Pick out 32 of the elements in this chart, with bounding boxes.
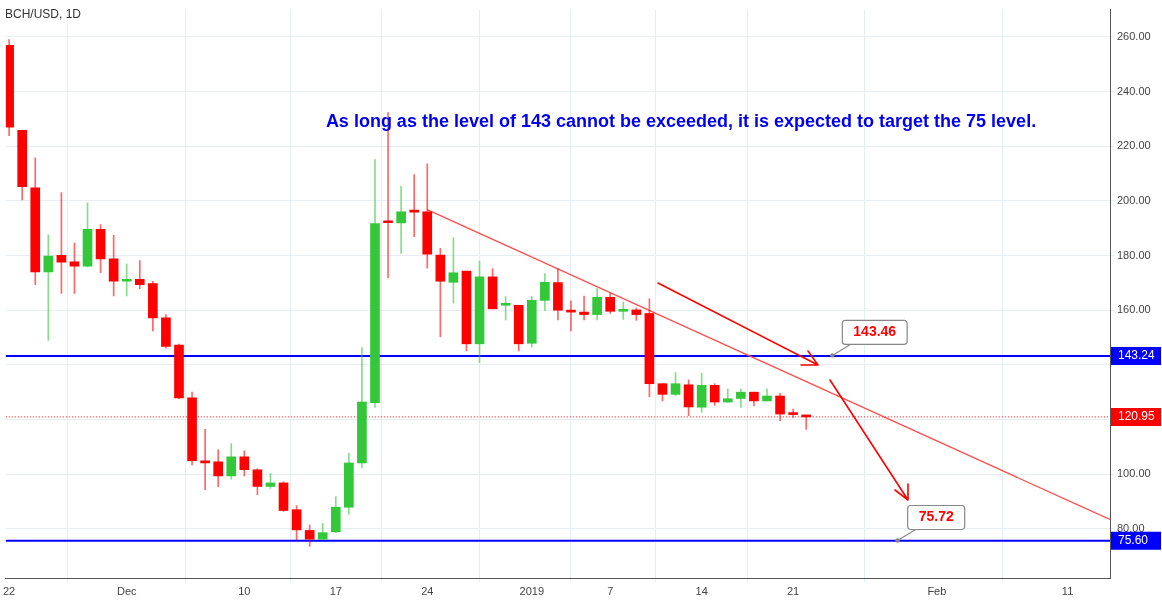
chart-title: BCH/USD, 1D <box>5 7 82 22</box>
y-tick-label: 180.00 <box>1117 248 1151 261</box>
candlestick <box>43 234 54 341</box>
x-tick-label: 22 <box>2 584 16 597</box>
x-tick-label: 7 <box>607 584 614 597</box>
x-tick-label: 14 <box>695 584 708 597</box>
annotation: As long as the level of 143 cannot be exceeded, it is expected to target the 75 level. <box>325 110 1037 131</box>
y-tick-label: 220.00 <box>1117 139 1151 152</box>
candlestick <box>134 260 145 289</box>
candlestick <box>396 185 406 254</box>
y-tick-label: 80.00 <box>1117 521 1145 534</box>
ref-line-label: 143.24 <box>1118 348 1156 363</box>
x-tick-label: 11 <box>1061 584 1074 597</box>
y-tick-label: 200.00 <box>1117 193 1151 206</box>
annotation: 143.46 <box>853 323 897 340</box>
y-tick-label: 260.00 <box>1117 29 1151 42</box>
candlestick <box>579 295 589 321</box>
ref-line-label: 75.60 <box>1118 533 1149 548</box>
x-tick-label: Feb <box>927 584 947 597</box>
y-tick-label: 160.00 <box>1117 303 1151 316</box>
x-tick-label: 17 <box>329 584 342 597</box>
y-tick-label: 240.00 <box>1117 84 1151 97</box>
x-tick-label: Dec <box>116 584 137 597</box>
x-tick-label: 10 <box>238 584 251 597</box>
candlestick <box>618 301 629 320</box>
x-tick-label: 2019 <box>519 584 545 597</box>
annotation: 75.72 <box>918 508 954 525</box>
candlestick <box>121 263 132 297</box>
x-tick-label: 21 <box>787 584 800 597</box>
ref-line-label: 120.95 <box>1118 409 1156 424</box>
x-tick-label: 24 <box>421 584 434 597</box>
y-tick-label: 100.00 <box>1117 467 1151 480</box>
